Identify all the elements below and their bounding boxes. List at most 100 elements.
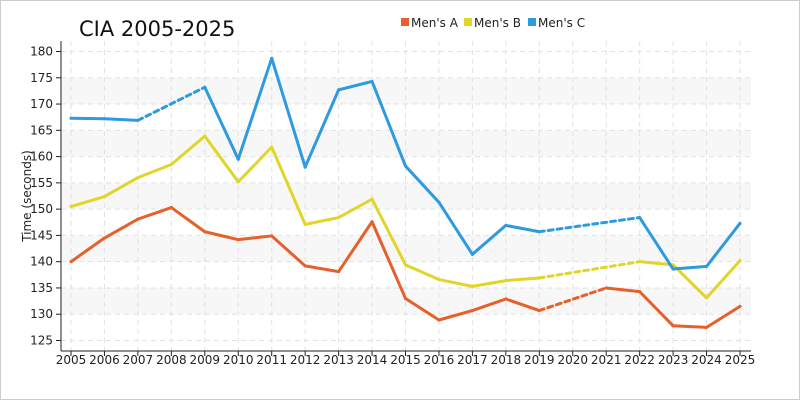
x-tick-label: 2016 [424, 353, 455, 367]
series-segment [705, 221, 742, 268]
y-tick-label: 135 [30, 281, 53, 295]
series-gap-segment [537, 260, 642, 280]
y-tick-label: 125 [30, 333, 53, 347]
series-segment [303, 264, 341, 274]
series-gap-segment [136, 85, 207, 122]
series-segment [370, 220, 407, 300]
series-segment [102, 117, 140, 122]
x-tick-label: 2010 [223, 353, 254, 367]
x-tick-label: 2005 [56, 353, 87, 367]
series-segment [136, 206, 173, 221]
data-point [738, 259, 742, 263]
series-segment [270, 145, 307, 226]
series-segment [102, 217, 140, 240]
series-segment [203, 134, 240, 184]
x-tick-label: 2023 [658, 353, 689, 367]
y-tick-label: 140 [30, 255, 53, 269]
y-tick-label: 175 [30, 71, 53, 85]
x-tick-label: 2011 [256, 353, 287, 367]
x-tick-label: 2014 [357, 353, 388, 367]
x-tick-label: 2024 [691, 353, 722, 367]
series-segment [638, 290, 675, 328]
series-segment [404, 164, 441, 204]
series-segment [470, 297, 508, 313]
x-tick-label: 2019 [524, 353, 555, 367]
y-tick-label: 145 [30, 228, 53, 242]
data-point [738, 304, 742, 308]
y-tick-label: 180 [30, 45, 53, 59]
series-segment [671, 324, 709, 329]
legend-swatch [401, 18, 409, 26]
chart-title: CIA 2005-2025 [79, 17, 235, 41]
series-segment [337, 79, 374, 92]
y-axis-label: Time (seconds) [20, 150, 34, 243]
x-tick-label: 2021 [591, 353, 622, 367]
legend-label: Men's A [411, 16, 459, 30]
series-segment [236, 145, 274, 184]
series-segment [69, 116, 106, 121]
series-segment [470, 223, 508, 256]
series-segment [69, 195, 106, 209]
x-tick-label: 2006 [89, 353, 120, 367]
series-segment [203, 230, 240, 242]
series-segment [705, 259, 742, 300]
x-tick-label: 2009 [190, 353, 221, 367]
y-tick-label: 130 [30, 307, 53, 321]
legend-swatch [528, 18, 536, 26]
series-segment [437, 278, 474, 288]
series-segment [370, 197, 407, 267]
x-tick-label: 2018 [491, 353, 522, 367]
series-segment [169, 206, 207, 234]
series-segment [504, 223, 541, 234]
series-segment [136, 162, 173, 180]
series-segment [337, 197, 374, 220]
series-segment [303, 88, 341, 169]
series-segment [337, 220, 374, 274]
y-tick-label: 170 [30, 97, 53, 111]
series-segment [203, 85, 240, 161]
series-segment [236, 234, 274, 242]
series-segment [404, 263, 441, 282]
series-segment [604, 286, 642, 294]
series-segment [504, 297, 541, 313]
series-segment [638, 260, 675, 267]
series-segment [270, 234, 307, 268]
x-tick-label: 2012 [290, 353, 321, 367]
legend-swatch [464, 18, 472, 26]
series-segment [102, 176, 140, 199]
series-segment [705, 304, 742, 329]
y-tick-label: 155 [30, 176, 53, 190]
x-tick-label: 2020 [557, 353, 588, 367]
series-segment [470, 279, 508, 288]
y-tick-label: 150 [30, 202, 53, 216]
series-segment [236, 56, 274, 161]
x-tick-label: 2022 [624, 353, 655, 367]
y-tick-label: 165 [30, 123, 53, 137]
data-point [738, 221, 742, 225]
y-tick-label: 160 [30, 150, 53, 164]
legend-label: Men's B [474, 16, 521, 30]
x-tick-label: 2013 [323, 353, 354, 367]
series-segment [437, 200, 474, 256]
x-tick-label: 2017 [457, 353, 488, 367]
series-segment [370, 79, 407, 168]
series-segment [671, 264, 709, 271]
x-tick-label: 2015 [390, 353, 421, 367]
series-gap-segment [537, 286, 608, 313]
series-segment [437, 309, 474, 322]
series-segment [671, 263, 709, 300]
series-segment [270, 56, 307, 169]
legend-label: Men's C [538, 16, 585, 30]
series-gap-segment [537, 216, 642, 234]
x-tick-label: 2007 [123, 353, 154, 367]
series-segment [69, 236, 106, 264]
series-segment [638, 216, 675, 271]
series-segment [169, 134, 207, 166]
x-tick-label: 2008 [156, 353, 187, 367]
x-tick-label: 2025 [725, 353, 756, 367]
series-segment [504, 276, 541, 283]
series-segment [404, 296, 441, 322]
series-segment [303, 216, 341, 226]
